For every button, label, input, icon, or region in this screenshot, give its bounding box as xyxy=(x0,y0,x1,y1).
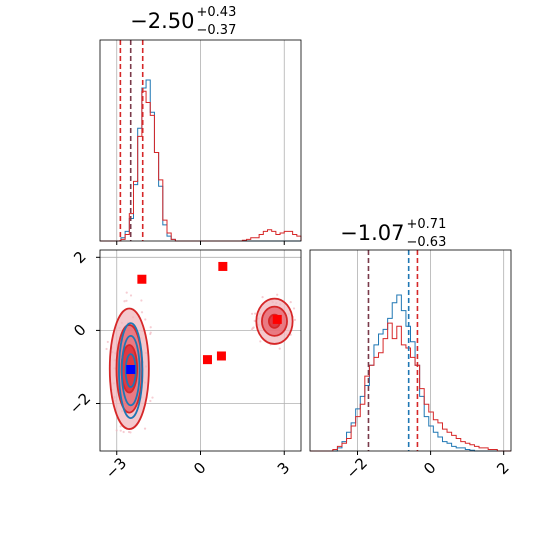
sample-point xyxy=(105,347,108,351)
hist-right-title-value: −1.07 xyxy=(340,221,404,245)
sample-point xyxy=(149,399,152,403)
red-marker-1 xyxy=(218,261,228,271)
hist-right-xtick-label-2: 2 xyxy=(493,459,512,478)
contour-xtick-label-0: −3 xyxy=(102,454,130,482)
blue-contour-0-1 xyxy=(120,334,141,407)
sample-point xyxy=(151,396,154,399)
hist-top-title-lower: −0.37 xyxy=(197,23,237,38)
sample-point xyxy=(122,430,125,434)
hist-top-title-upper: +0.43 xyxy=(197,5,237,20)
sample-point xyxy=(129,294,133,297)
hist-right-series-b xyxy=(310,322,511,452)
hist-right-title-upper: +0.71 xyxy=(407,217,447,232)
sample-point xyxy=(254,312,257,315)
contour-ytick-label-1: 0 xyxy=(70,321,89,340)
hist-right-series-a xyxy=(310,294,511,452)
contour-ytick-label-2: 2 xyxy=(70,248,89,267)
hist-right-xtick-label-0: −2 xyxy=(343,454,371,482)
sample-point xyxy=(119,425,122,428)
hist-top-title: −2.50 +0.43 −0.37 xyxy=(130,5,236,38)
sample-point xyxy=(253,319,256,322)
sample-point xyxy=(140,299,143,302)
contour-xtick-label-1: 0 xyxy=(190,459,209,478)
hist-right-title: −1.07 +0.71 −0.63 xyxy=(340,217,446,250)
sample-point xyxy=(293,318,297,322)
blue-contour-0-2 xyxy=(118,322,144,420)
sample-point xyxy=(143,427,147,430)
contour-ytick-label-0: −2 xyxy=(66,389,94,417)
sample-point xyxy=(127,430,131,434)
red-marker-0 xyxy=(137,274,147,284)
sample-point xyxy=(259,340,262,343)
sample-point xyxy=(276,293,279,296)
sample-point xyxy=(125,291,128,294)
sample-point xyxy=(123,300,126,303)
sample-point xyxy=(278,347,281,350)
sample-point xyxy=(106,340,109,344)
red-marker-2 xyxy=(202,355,212,365)
sample-point xyxy=(149,326,152,329)
blue-marker-0 xyxy=(126,365,136,375)
contour-layer xyxy=(105,261,297,434)
sample-point xyxy=(140,311,144,314)
red-marker-3 xyxy=(216,351,226,361)
sample-point xyxy=(144,318,147,321)
red-marker-4 xyxy=(272,314,282,324)
sample-point xyxy=(115,429,118,432)
sample-point xyxy=(289,301,292,304)
hist-right-xtick-label-1: 0 xyxy=(420,459,439,478)
hist-top-title-value: −2.50 xyxy=(130,9,194,33)
sample-point xyxy=(292,307,296,310)
sample-point xyxy=(250,328,254,331)
blue-contour-0-0 xyxy=(124,353,137,388)
hist-right-title-lower: −0.63 xyxy=(407,235,447,250)
contour-xtick-label-2: 3 xyxy=(274,459,293,478)
sample-point xyxy=(149,331,152,334)
sample-point xyxy=(119,429,122,432)
sample-point xyxy=(125,299,128,302)
hist-right-frame xyxy=(309,249,512,452)
sample-point xyxy=(261,296,264,299)
sample-point xyxy=(250,312,254,315)
